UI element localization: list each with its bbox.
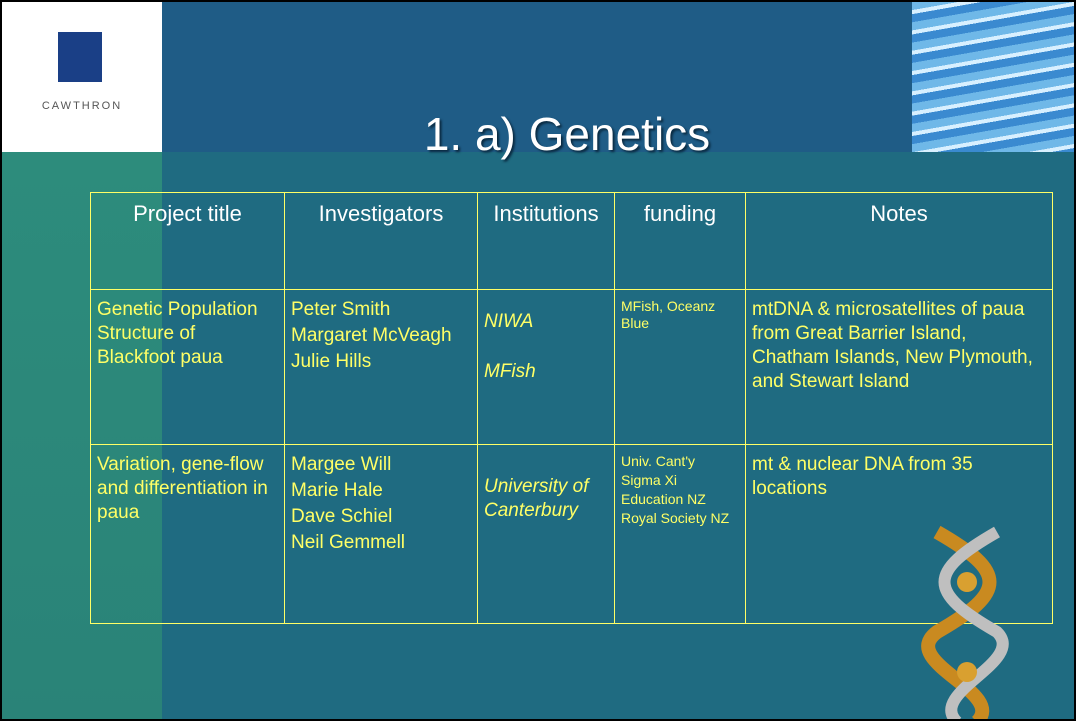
column-header: Notes (745, 192, 1053, 290)
table-cell: University of Canterbury (477, 444, 615, 624)
table-cell: MFish, Oceanz Blue (614, 289, 746, 445)
table-cell: Margee Will Marie Hale Dave Schiel Neil Gem… (284, 444, 478, 624)
cell-line: Margaret McVeagh (291, 325, 452, 346)
logo-mark (58, 32, 102, 82)
cell-line: Royal Society NZ (621, 510, 730, 526)
cell-line: Sigma Xi (621, 472, 678, 488)
column-header: funding (614, 192, 746, 290)
logo-text: CAWTHRON (41, 100, 123, 112)
cell-line: MFish (484, 361, 536, 382)
cell-line: Peter Smith (291, 299, 391, 320)
table-cell: Univ. Cant'y Sigma Xi Education NZ Royal So… (614, 444, 746, 624)
table-cell: Genetic Population Structure of Blackfoo… (90, 289, 285, 445)
cell-line: NIWA (484, 311, 534, 332)
table-cell: mtDNA & microsatellites of paua from Gre… (745, 289, 1053, 445)
cell-line: Variation, gene-flow and differentiation… (97, 454, 268, 523)
column-header: Investigators (284, 192, 478, 290)
cell-line: Univ. Cant'y (621, 453, 695, 469)
column-header: Project title (90, 192, 285, 290)
table: Project title Investigators Institutions fu… (90, 192, 1053, 624)
cell-line: Julie Hills (291, 351, 372, 372)
header-band (162, 2, 912, 152)
cell-line: Genetic Population Structure of Blackfoo… (97, 299, 258, 368)
logo: CAWTHRON (2, 2, 162, 152)
cell-line: mt & nuclear DNA from 35 locations (752, 454, 973, 499)
cell-line: University of Canterbury (484, 476, 589, 521)
water-image (912, 2, 1074, 152)
cell-line: MFish, Oceanz Blue (621, 298, 716, 331)
title: 1. a) Genetics (423, 108, 711, 160)
cell-line: mtDNA & microsatellites of paua from Gre… (752, 299, 1033, 392)
table-cell: Peter Smith Margaret McVeagh Julie Hills (284, 289, 478, 445)
cell-line: Dave Schiel (291, 506, 393, 527)
cell-line: Education NZ (621, 491, 706, 507)
table-row: Variation, gene-flow and differentiation… (90, 444, 1053, 624)
column-header: Institutions (477, 192, 615, 290)
cell-line: Marie Hale (291, 480, 383, 501)
table-cell: Variation, gene-flow and differentiation… (90, 444, 285, 624)
header-row: Project title Investigators Institutions fu… (90, 192, 1053, 290)
cell-line: Margee Will (291, 454, 392, 475)
table-cell: mt & nuclear DNA from 35 locations (745, 444, 1053, 624)
dna-icon (921, 525, 1009, 719)
table-cell: NIWA MFish (477, 289, 615, 445)
table-row: Genetic Population Structure of Blackfoo… (90, 289, 1053, 445)
cell-line: Neil Gemmell (291, 532, 406, 553)
